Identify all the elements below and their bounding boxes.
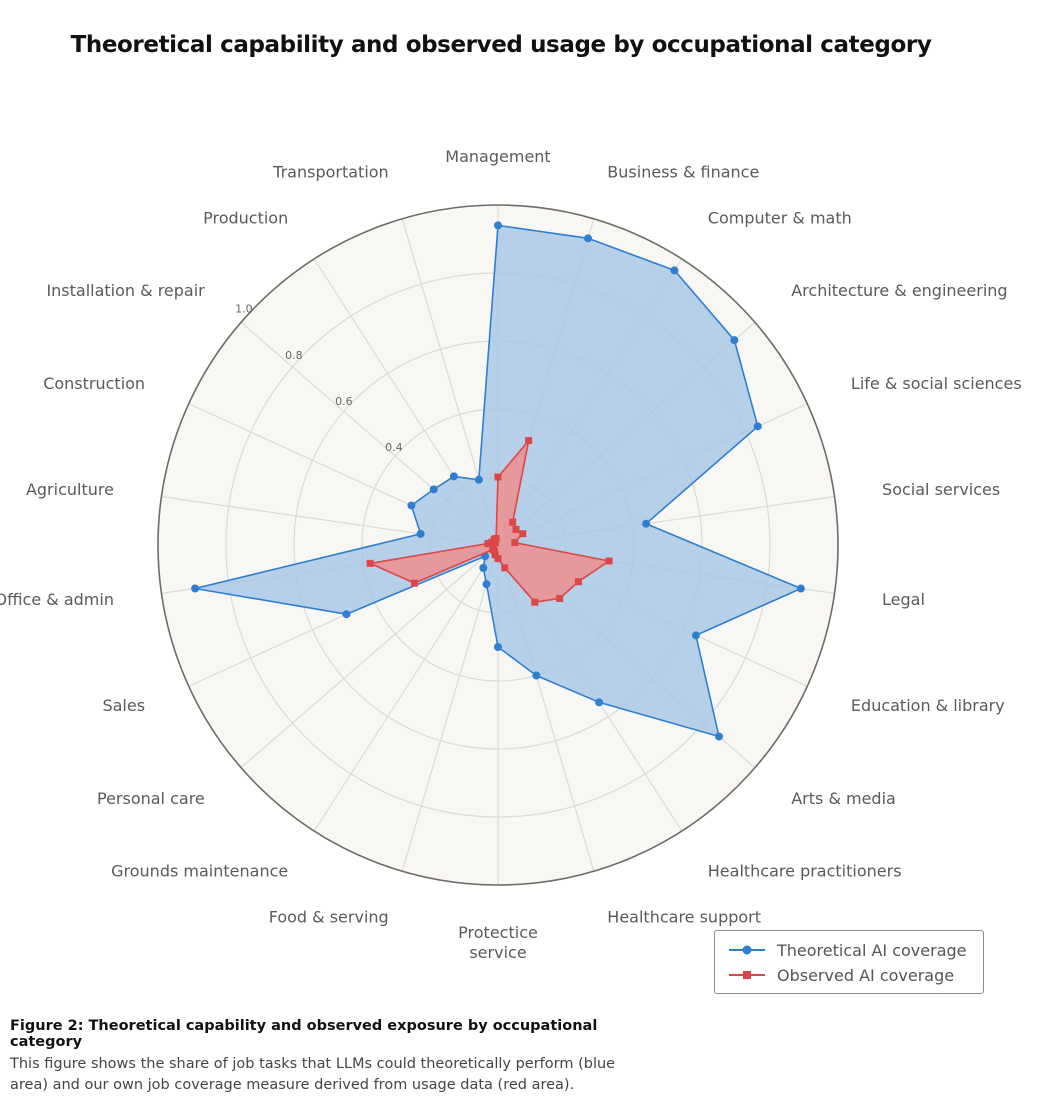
data-point-theoretical <box>532 671 541 680</box>
category-label: Food & serving <box>269 907 389 926</box>
data-point-theoretical <box>494 221 502 230</box>
data-point-theoretical <box>449 472 458 481</box>
data-point-theoretical <box>595 698 604 707</box>
data-point-theoretical <box>494 643 502 651</box>
data-point-theoretical <box>482 580 491 589</box>
data-point-theoretical <box>730 336 739 345</box>
data-point-observed <box>512 525 520 533</box>
radial-tick-label: 1.0 <box>235 303 253 316</box>
data-point-theoretical <box>342 610 351 619</box>
data-point-observed <box>366 559 374 567</box>
legend-line-square-icon <box>729 971 765 979</box>
data-point-theoretical <box>429 485 438 494</box>
legend-label-observed: Observed AI coverage <box>777 965 955 985</box>
data-point-observed <box>519 530 527 538</box>
data-point-observed <box>509 518 517 526</box>
category-label: Transportation <box>272 163 389 182</box>
data-point-theoretical <box>474 475 483 484</box>
legend-item-theoretical: Theoretical AI coverage <box>727 940 967 960</box>
data-point-theoretical <box>642 519 651 528</box>
category-label: Computer & math <box>708 209 852 228</box>
data-point-theoretical <box>479 563 488 572</box>
category-label: Arts & media <box>791 789 896 808</box>
data-point-observed <box>501 564 509 572</box>
data-point-theoretical <box>191 584 200 593</box>
caption-text: This figure shows the share of job tasks… <box>10 1056 616 1093</box>
data-point-theoretical <box>670 266 679 275</box>
data-point-observed <box>531 598 539 606</box>
category-label: Protectice service <box>458 923 538 962</box>
category-label: Construction <box>43 374 145 393</box>
grid-spoke <box>401 544 499 872</box>
grid-spoke <box>313 544 499 832</box>
legend-item-observed: Observed AI coverage <box>727 965 954 985</box>
legend-label-theoretical: Theoretical AI coverage <box>777 940 967 960</box>
data-point-theoretical <box>714 732 723 741</box>
data-point-observed <box>556 594 564 602</box>
figure-caption: Figure 2: Theoretical capability and obs… <box>10 1018 650 1096</box>
radial-tick-label: 0.6 <box>335 395 353 408</box>
category-label: Sales <box>102 696 145 715</box>
category-label: Healthcare support <box>607 907 761 926</box>
radial-tick-label: 0.8 <box>285 349 303 362</box>
chart-title: Theoretical capability and observed usag… <box>70 32 932 58</box>
legend-line-circle-icon <box>729 945 765 955</box>
data-point-observed <box>484 540 492 548</box>
category-label: Legal <box>882 590 925 609</box>
category-label: Business & finance <box>607 163 759 182</box>
radial-tick-label: 0.4 <box>385 441 403 454</box>
data-point-theoretical <box>691 631 700 640</box>
data-point-theoretical <box>753 422 762 431</box>
data-point-observed <box>494 473 502 481</box>
data-point-observed <box>492 534 500 542</box>
data-point-observed <box>491 551 499 559</box>
category-label: Architecture & engineering <box>791 281 1007 300</box>
data-point-theoretical <box>584 234 593 243</box>
data-point-theoretical <box>416 529 425 538</box>
data-point-theoretical <box>796 584 805 593</box>
category-label: Personal care <box>97 789 205 808</box>
category-label: Management <box>445 147 550 166</box>
caption-title: Figure 2: Theoretical capability and obs… <box>10 1018 598 1050</box>
data-point-observed <box>605 557 613 565</box>
category-label: Agriculture <box>26 480 114 499</box>
data-point-observed <box>489 545 497 553</box>
category-label: Installation & repair <box>46 281 205 300</box>
category-label: Production <box>203 209 288 228</box>
data-point-observed <box>494 555 502 563</box>
category-label: Healthcare practitioners <box>708 861 902 880</box>
legend: Theoretical AI coverage Observed AI cove… <box>714 930 984 994</box>
category-label: Office & admin <box>0 590 114 609</box>
category-label: Education & library <box>851 696 1005 715</box>
category-label: Grounds maintenance <box>111 861 288 880</box>
data-point-observed <box>410 579 418 587</box>
grid-spoke <box>240 544 499 769</box>
category-label: Social services <box>882 480 1000 499</box>
data-point-observed <box>511 539 519 547</box>
category-label: Life & social sciences <box>851 374 1022 393</box>
series-layer <box>191 221 805 741</box>
data-point-observed <box>525 437 533 445</box>
category-labels: Management Business & finance Computer & m… <box>0 147 1022 962</box>
data-point-observed <box>574 578 582 586</box>
data-point-theoretical <box>407 501 416 510</box>
outer-ring <box>157 204 839 886</box>
